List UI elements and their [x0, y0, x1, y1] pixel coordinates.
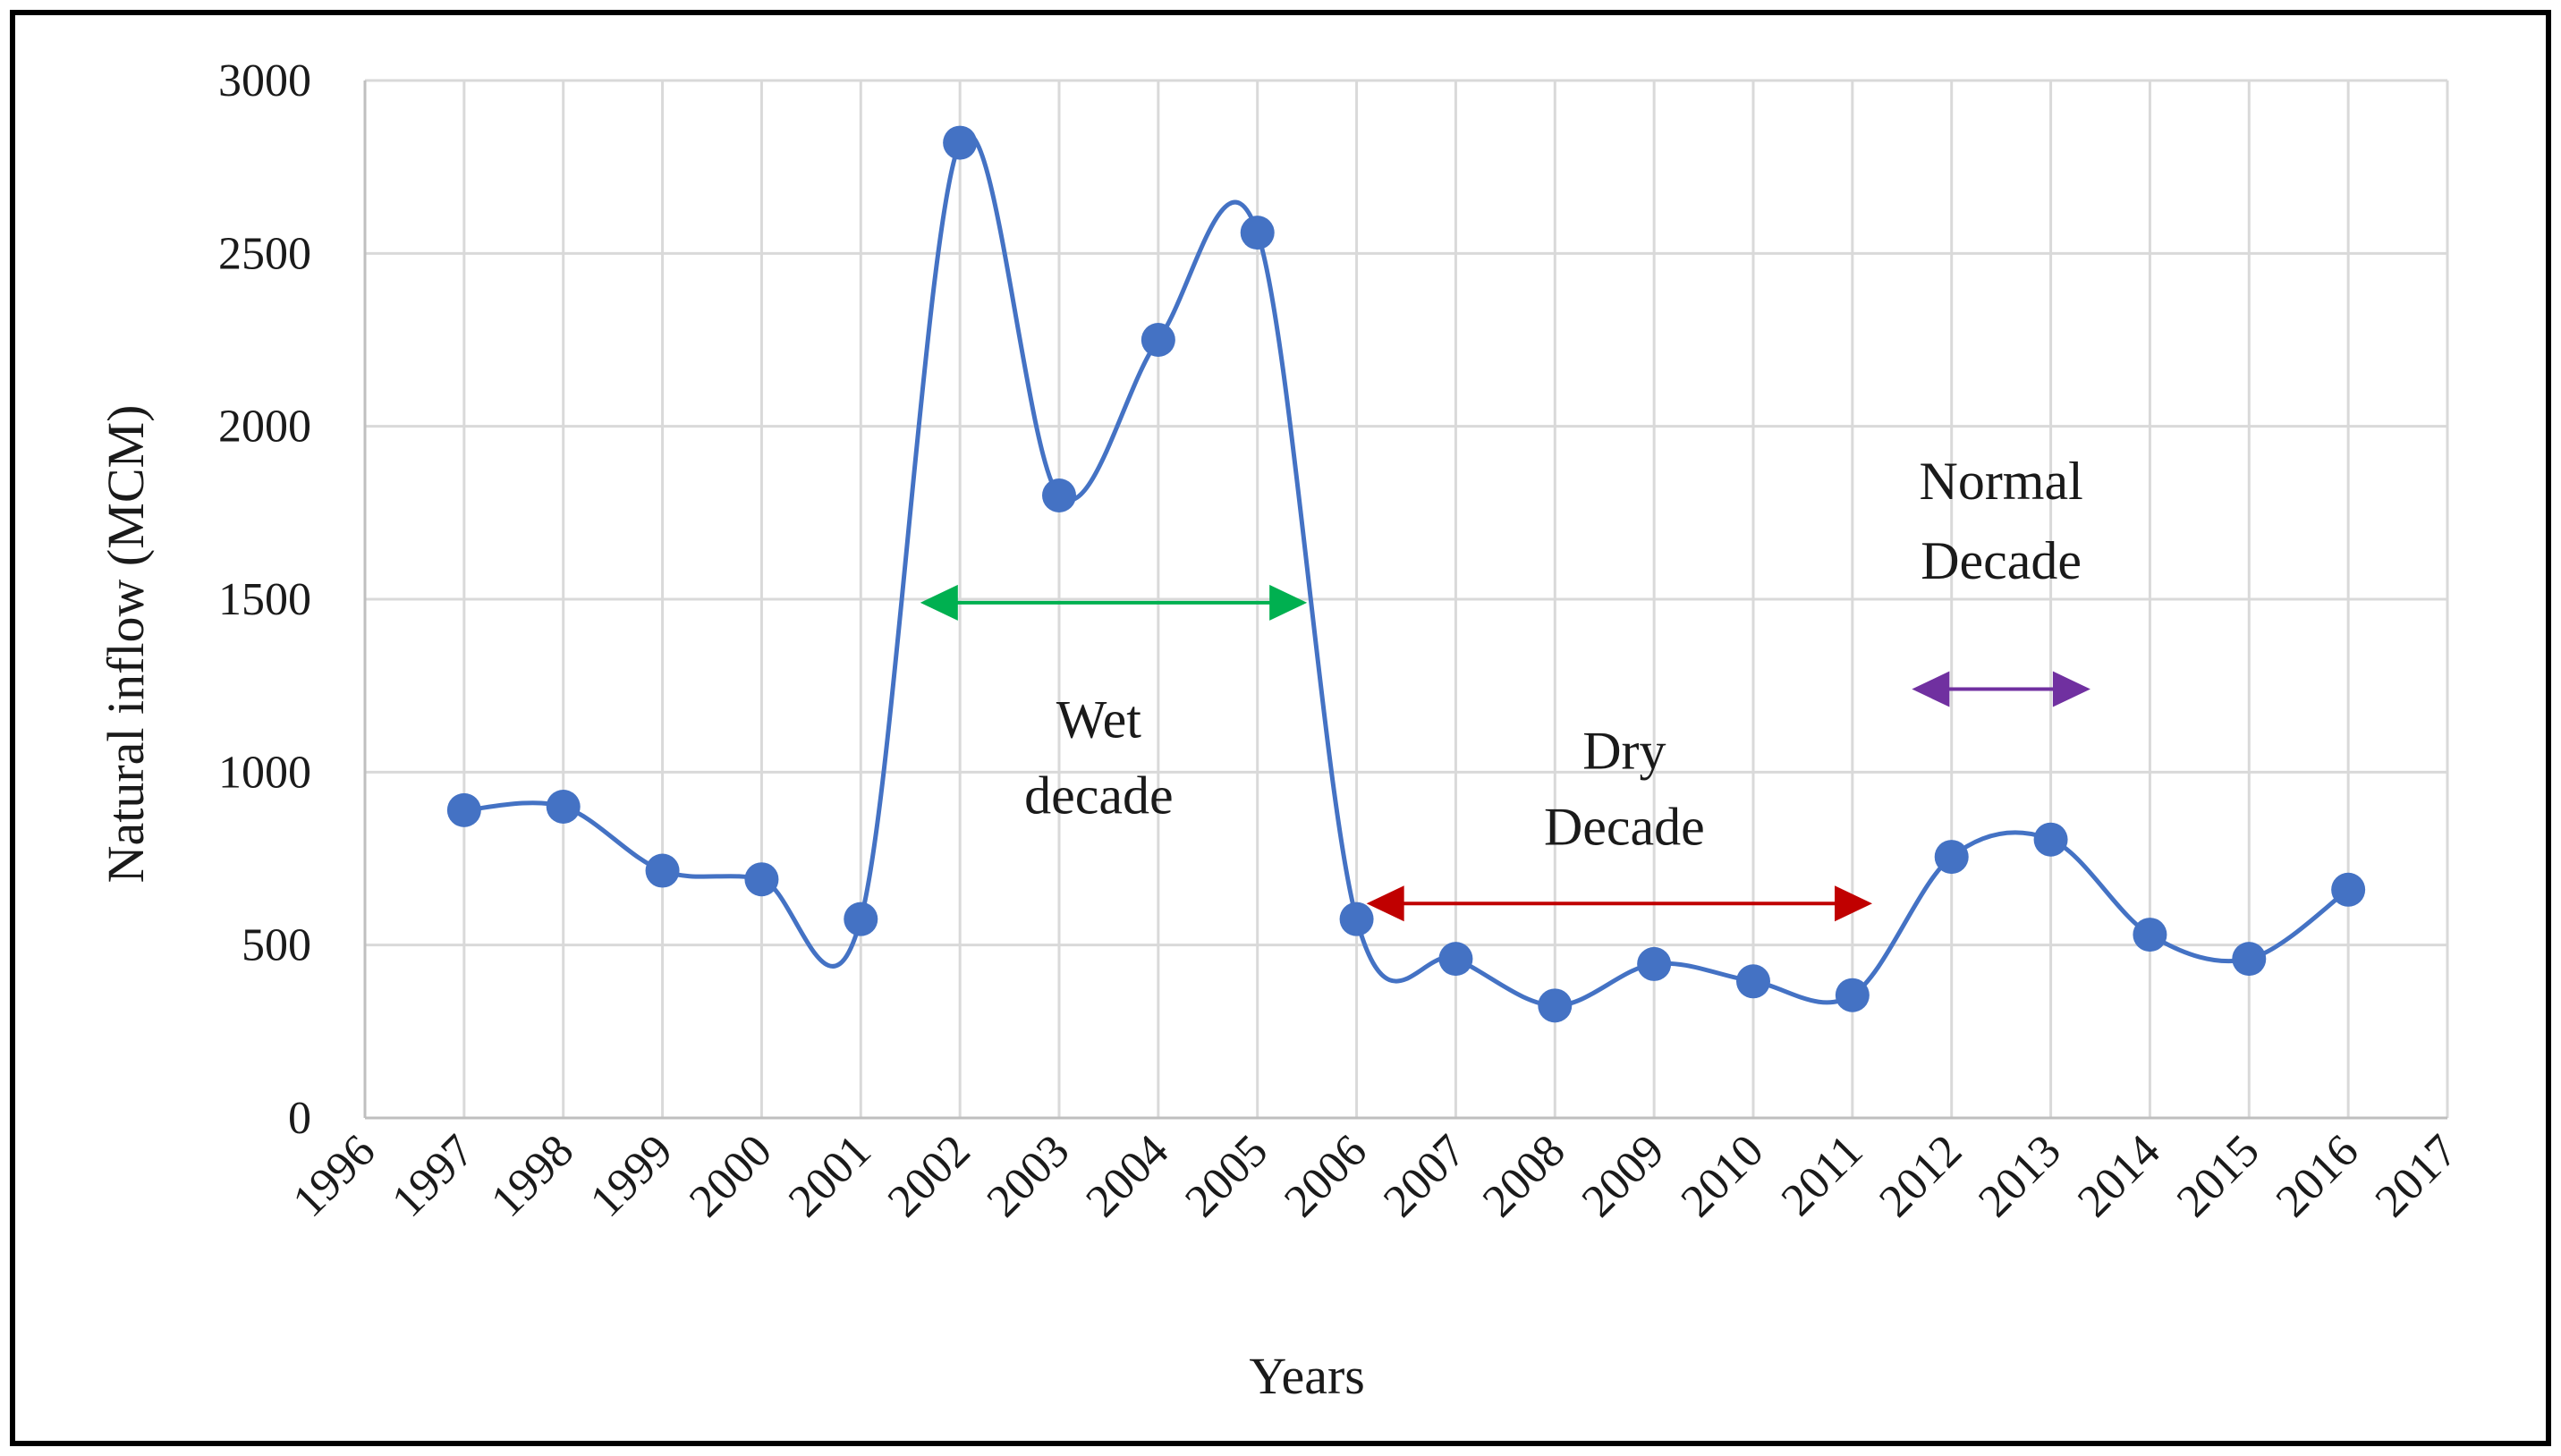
- y-tick-label: 2000: [218, 402, 311, 453]
- x-axis-label: Years: [1249, 1347, 1364, 1405]
- data-point: [744, 862, 779, 897]
- wet-label-line: decade: [1024, 766, 1174, 825]
- data-point: [1438, 942, 1473, 977]
- data-point: [546, 790, 581, 824]
- figure-border: [10, 10, 2551, 1446]
- data-point: [2033, 822, 2068, 857]
- data-point: [446, 792, 481, 827]
- y-tick-label: 500: [242, 920, 311, 971]
- data-point: [1240, 216, 1275, 250]
- wet-label-line: Wet: [1056, 690, 1141, 749]
- data-point: [1736, 964, 1770, 999]
- y-tick-label: 1500: [218, 574, 311, 625]
- y-axis-label: Natural inflow (MCM): [97, 405, 155, 884]
- data-point: [943, 125, 978, 160]
- data-point: [1042, 478, 1076, 512]
- data-point: [645, 853, 680, 888]
- dry-label-line: Dry: [1582, 721, 1666, 780]
- y-tick-labels: 0 500 1000 1500 2000 2500 3000: [218, 55, 311, 1144]
- y-tick-label: 1000: [218, 747, 311, 798]
- data-point: [1934, 840, 1969, 875]
- dry-arrowhead-left: [1366, 885, 1404, 922]
- data-point: [1141, 323, 1175, 357]
- data-point: [1339, 902, 1374, 936]
- gridlines: [365, 79, 2449, 1118]
- data-point: [2133, 918, 2167, 952]
- normal-arrowhead-right: [2052, 671, 2090, 707]
- data-point: [1835, 978, 1870, 1012]
- series-group: [446, 125, 2366, 1023]
- wet-arrowhead-right: [1269, 584, 1308, 621]
- dry-label-line: Decade: [1544, 798, 1705, 857]
- annotations: Wet decade Dry Decade Normal Decade: [920, 452, 2090, 922]
- data-point: [844, 902, 878, 936]
- data-point: [1538, 988, 1573, 1023]
- y-tick-label: 0: [288, 1093, 311, 1144]
- data-point: [2232, 942, 2267, 977]
- normal-arrowhead-left: [1912, 671, 1950, 707]
- y-tick-label: 3000: [218, 55, 311, 106]
- dry-arrowhead-right: [1835, 885, 1873, 922]
- data-point: [2331, 872, 2366, 907]
- normal-label-line: Normal: [1920, 452, 2083, 511]
- axes: [363, 80, 2447, 1120]
- wet-arrowhead-left: [920, 584, 958, 621]
- normal-label-line: Decade: [1921, 531, 2082, 590]
- y-tick-label: 2500: [218, 228, 311, 279]
- data-point: [1637, 946, 1672, 981]
